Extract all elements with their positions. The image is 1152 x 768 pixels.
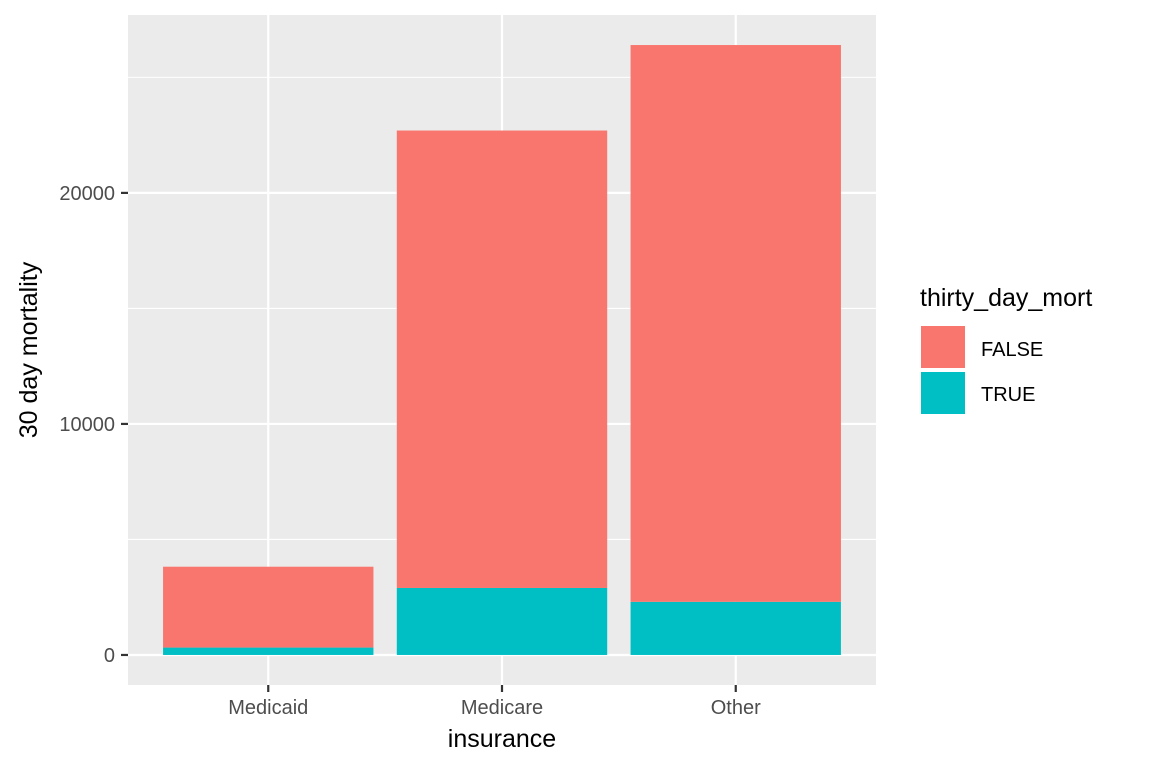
x-axis-title: insurance xyxy=(448,725,556,753)
y-tick-label: 10000 xyxy=(59,414,115,436)
legend-key-false xyxy=(921,326,965,368)
x-tick-label: Medicare xyxy=(461,697,543,719)
legend-label-true: TRUE xyxy=(981,384,1035,406)
legend-label-false: FALSE xyxy=(981,339,1043,361)
bars xyxy=(163,45,841,655)
bar-medicaid-false xyxy=(163,566,374,648)
bar-medicare-false xyxy=(396,130,608,588)
y-axis-ticks: 0 10000 20000 xyxy=(59,183,128,667)
bar-other-false xyxy=(630,45,841,602)
legend-title: thirty_day_mort xyxy=(920,284,1092,312)
bar-medicaid-true xyxy=(163,647,374,655)
y-tick-label: 20000 xyxy=(59,183,115,205)
y-axis-title: 30 day mortality xyxy=(15,261,43,438)
legend-key-true xyxy=(921,372,965,414)
x-tick-label: Other xyxy=(711,697,761,719)
x-tick-label: Medicaid xyxy=(228,697,308,719)
legend: thirty_day_mort FALSE TRUE xyxy=(920,284,1092,414)
x-axis-ticks: Medicaid Medicare Other xyxy=(228,685,761,719)
bar-other-true xyxy=(630,601,841,655)
bar-medicare-true xyxy=(396,587,608,655)
y-tick-label: 0 xyxy=(104,645,115,667)
